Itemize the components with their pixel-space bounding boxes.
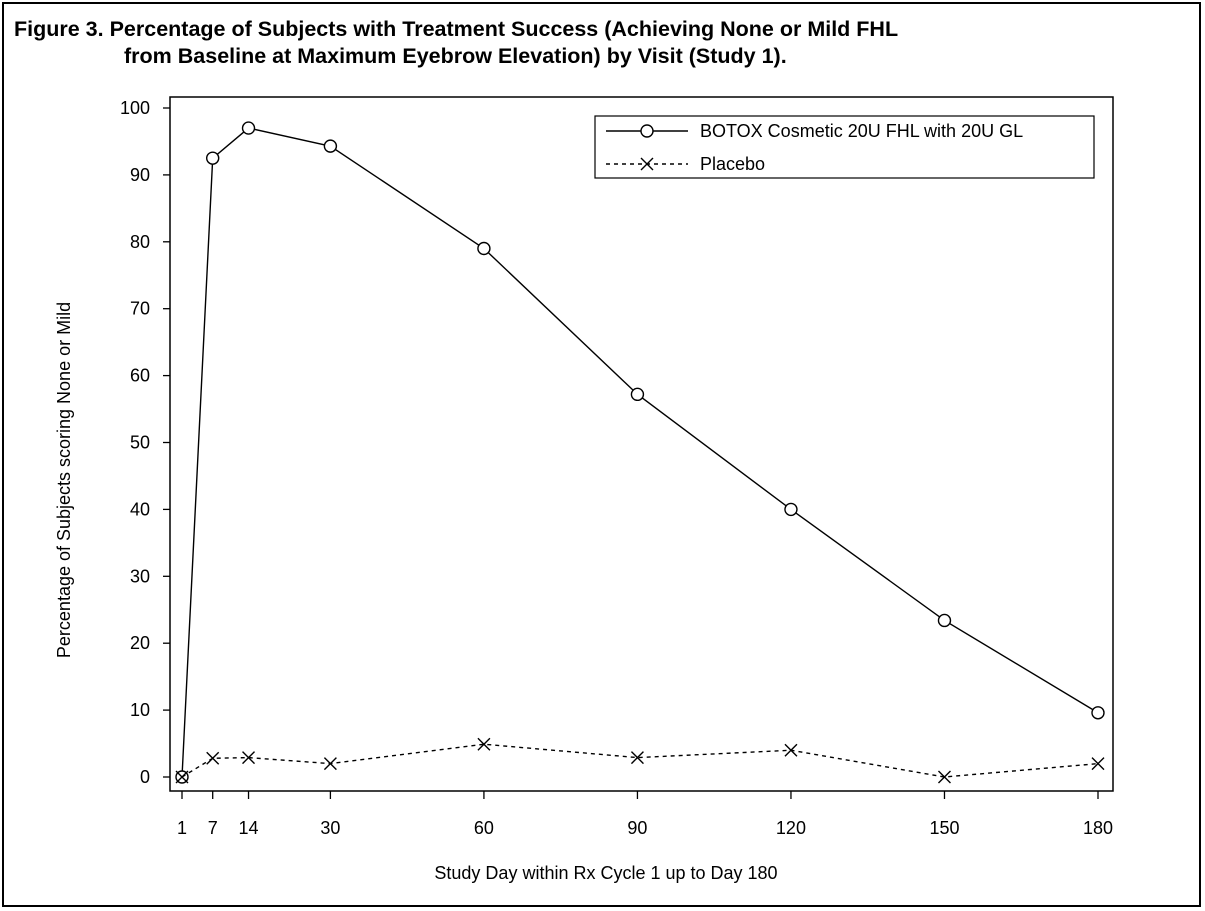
data-point-x <box>206 751 220 765</box>
figure-title-line-2: from Baseline at Maximum Eyebrow Elevati… <box>124 44 787 68</box>
series-layer <box>175 121 1105 784</box>
series-line <box>181 127 1099 778</box>
legend-entries: BOTOX Cosmetic 20U FHL with 20U GL Placeb… <box>606 121 1023 174</box>
y-tick-label: 100 <box>120 98 150 118</box>
x-axis-label: Study Day within Rx Cycle 1 up to Day 18… <box>434 863 777 883</box>
data-point-x <box>175 770 189 784</box>
y-tick-label: 0 <box>140 767 150 787</box>
figure-title-line-1: Figure 3. Percentage of Subjects with Tr… <box>14 17 899 41</box>
series-2 <box>175 737 1105 784</box>
y-tick-label: 20 <box>130 633 150 653</box>
data-point-circle <box>477 241 491 256</box>
series-line <box>181 743 1099 778</box>
legend-label: BOTOX Cosmetic 20U FHL with 20U GL <box>700 121 1023 141</box>
y-tick-label: 80 <box>130 232 150 252</box>
y-tick-label: 70 <box>130 299 150 319</box>
x-tick-label: 14 <box>239 818 259 838</box>
data-point-x <box>1091 757 1105 771</box>
x-tick-label: 150 <box>929 818 959 838</box>
data-point-x <box>242 751 256 765</box>
figure-title: Figure 3. Percentage of Subjects with Tr… <box>14 16 898 70</box>
x-tick-label: 90 <box>627 818 647 838</box>
y-axis: 0 10 20 30 40 50 60 70 80 90 100 <box>120 98 170 787</box>
legend-entry-1: BOTOX Cosmetic 20U FHL with 20U GL <box>606 121 1023 141</box>
legend-label: Placebo <box>700 154 765 174</box>
x-tick-label: 1 <box>177 818 187 838</box>
y-tick-label: 90 <box>130 165 150 185</box>
y-tick-label: 50 <box>130 433 150 453</box>
data-point-circle <box>241 121 256 135</box>
data-point-circle <box>630 387 645 402</box>
legend-box <box>594 115 1095 179</box>
x-tick-label: 120 <box>776 818 806 838</box>
data-point-x <box>477 737 491 751</box>
x-tick-label: 7 <box>208 818 218 838</box>
y-axis-label: Percentage of Subjects scoring None or M… <box>54 302 74 658</box>
y-tick-label: 40 <box>130 499 150 519</box>
x-axis: 1 7 14 30 60 90 120 150 180 <box>177 791 1113 838</box>
series-1 <box>175 121 1105 784</box>
legend: BOTOX Cosmetic 20U FHL with 20U GL Placeb… <box>594 115 1095 179</box>
legend-marker <box>640 124 654 138</box>
data-point-x <box>784 743 798 757</box>
data-point-x <box>630 751 644 765</box>
legend-marker <box>640 157 654 171</box>
y-tick-label: 30 <box>130 566 150 586</box>
plot-area-border <box>169 96 1114 792</box>
data-point-circle <box>1091 706 1105 720</box>
x-tick-label: 60 <box>474 818 494 838</box>
data-point-x <box>937 770 951 784</box>
data-point-circle <box>937 613 952 628</box>
data-point-circle <box>784 502 798 517</box>
data-point-x <box>323 757 337 771</box>
y-tick-label: 10 <box>130 700 150 720</box>
data-point-circle <box>206 151 220 165</box>
legend-entry-2: Placebo <box>606 154 765 174</box>
data-point-circle <box>323 139 338 153</box>
y-tick-label: 60 <box>130 366 150 386</box>
x-tick-label: 180 <box>1083 818 1113 838</box>
x-tick-label: 30 <box>320 818 340 838</box>
